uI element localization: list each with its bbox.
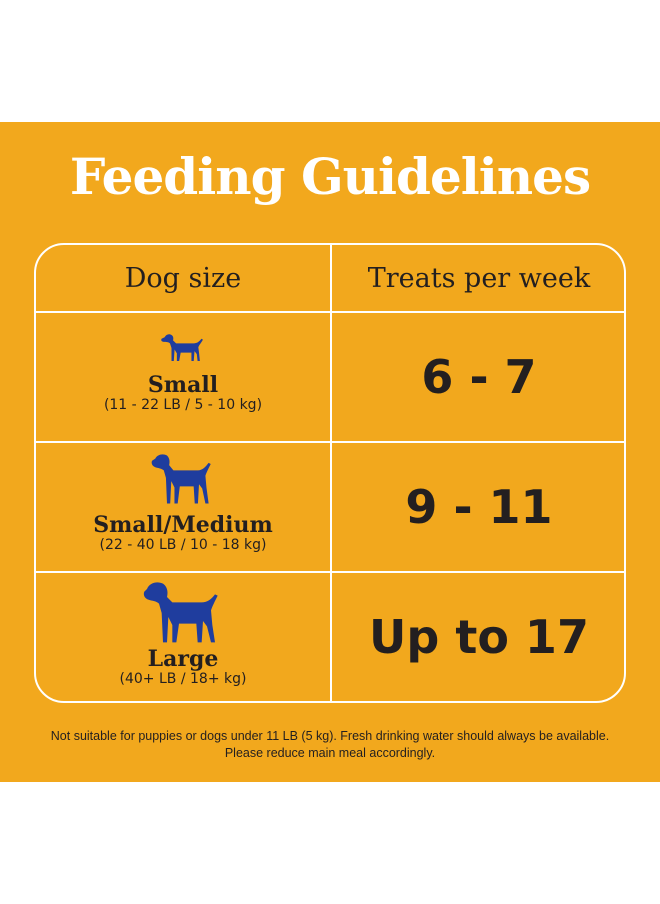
size-cell-small: Small (11 - 22 LB / 5 - 10 kg)	[36, 329, 330, 414]
row-divider	[36, 441, 624, 443]
treats-count: Up to 17	[369, 610, 589, 664]
feeding-table: Dog size Treats per week Small (11 - 22 …	[34, 243, 626, 703]
header-dog-size: Dog size	[124, 262, 242, 294]
feeding-guidelines-panel: Feeding Guidelines Dog size Treats per w…	[0, 122, 660, 782]
size-weight-range: (11 - 22 LB / 5 - 10 kg)	[103, 397, 263, 414]
size-name: Large	[147, 646, 219, 672]
row-divider	[36, 311, 624, 313]
row-divider	[36, 571, 624, 573]
large-dog-icon	[143, 582, 218, 643]
size-name: Small	[147, 372, 219, 398]
size-weight-range: (40+ LB / 18+ kg)	[119, 671, 247, 688]
size-name: Small/Medium	[93, 512, 273, 538]
disclaimer-note: Not suitable for puppies or dogs under 1…	[50, 729, 610, 760]
treats-count: 9 - 11	[405, 480, 553, 534]
size-cell-small-medium: Small/Medium (22 - 40 LB / 10 - 18 kg)	[36, 453, 330, 554]
small-dog-icon	[161, 334, 203, 362]
size-weight-range: (22 - 40 LB / 10 - 18 kg)	[99, 537, 267, 554]
medium-dog-icon	[151, 454, 211, 504]
treats-count: 6 - 7	[421, 350, 537, 404]
page-title: Feeding Guidelines	[69, 147, 591, 206]
size-cell-large: Large (40+ LB / 18+ kg)	[36, 581, 330, 688]
header-treats-per-week: Treats per week	[367, 262, 591, 294]
column-divider	[330, 245, 332, 701]
